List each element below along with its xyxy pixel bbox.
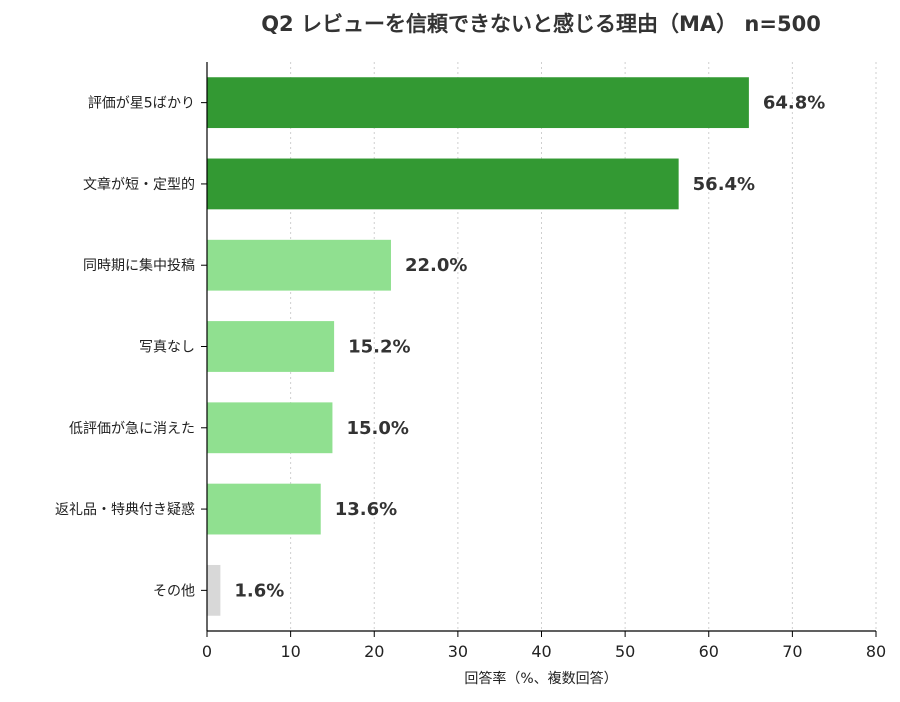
chart-title: Q2 レビューを信頼できないと感じる理由（MA） n=500 bbox=[261, 12, 821, 36]
x-tick-label: 80 bbox=[866, 642, 886, 661]
x-tick-label: 40 bbox=[531, 642, 551, 661]
x-tick-label: 70 bbox=[782, 642, 802, 661]
bar bbox=[207, 564, 221, 616]
x-tick-label: 10 bbox=[280, 642, 300, 661]
category-labels: 評価が星5ばかり文章が短・定型的同時期に集中投稿写真なし低評価が急に消えた返礼品… bbox=[55, 96, 207, 599]
value-label: 1.6% bbox=[234, 580, 284, 601]
category-label: 文章が短・定型的 bbox=[83, 176, 195, 193]
bar bbox=[207, 158, 679, 210]
value-label: 64.8% bbox=[763, 93, 825, 114]
value-label: 15.2% bbox=[348, 337, 410, 358]
category-label: 写真なし bbox=[139, 340, 195, 356]
value-label: 22.0% bbox=[405, 255, 467, 276]
category-label: その他 bbox=[153, 583, 195, 599]
bar bbox=[207, 483, 321, 535]
x-tick-label: 60 bbox=[699, 642, 719, 661]
x-tick-label: 50 bbox=[615, 642, 635, 661]
bars bbox=[207, 77, 749, 616]
x-tick-label: 20 bbox=[364, 642, 384, 661]
x-tick-label: 30 bbox=[448, 642, 468, 661]
category-label: 返礼品・特典付き疑惑 bbox=[55, 502, 195, 518]
bar bbox=[207, 402, 333, 454]
value-labels: 64.8% 56.4% 22.0% 15.2% 15.0% 13.6% 1.6% bbox=[234, 93, 825, 602]
value-label: 15.0% bbox=[346, 418, 408, 439]
x-tick-label: 0 bbox=[202, 642, 212, 661]
value-label: 56.4% bbox=[693, 174, 755, 195]
category-label: 同時期に集中投稿 bbox=[83, 257, 195, 274]
x-axis-ticks: 0 10 20 30 40 50 60 70 80 bbox=[202, 631, 886, 661]
value-label: 13.6% bbox=[335, 499, 397, 520]
bar bbox=[207, 77, 749, 129]
category-label: 評価が星5ばかり bbox=[88, 96, 195, 112]
category-label: 低評価が急に消えた bbox=[69, 421, 195, 437]
bar bbox=[207, 321, 335, 372]
bar bbox=[207, 239, 391, 291]
x-axis-title: 回答率（%、複数回答） bbox=[464, 670, 617, 687]
